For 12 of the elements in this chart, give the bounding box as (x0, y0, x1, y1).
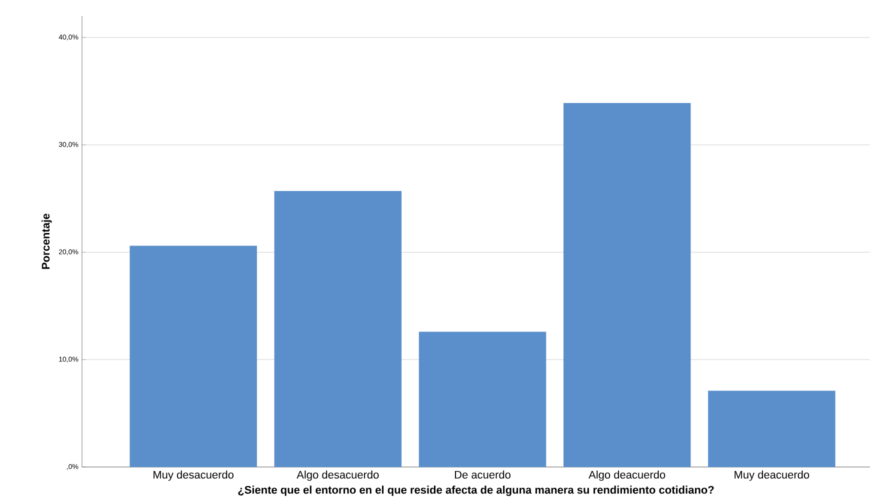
x-tick-label: Algo desacuerdo (296, 470, 379, 481)
x-tick-label: De acuerdo (454, 470, 510, 478)
bar (563, 102, 691, 467)
bar (418, 332, 546, 467)
x-tick-label: Muy deacuerdo (734, 470, 810, 481)
y-axis-title: Porcentaje (42, 214, 52, 269)
bar (130, 246, 257, 467)
bar (708, 390, 836, 467)
x-tick-label: Muy desacuerdo (154, 470, 234, 481)
x-tick-label: Algo deacuerdo (588, 470, 666, 481)
x-axis-title: ¿Siente que el entorno en el que reside afecta de alguna manera su rendimiento cotidiano? (238, 486, 714, 496)
bar (274, 190, 402, 467)
